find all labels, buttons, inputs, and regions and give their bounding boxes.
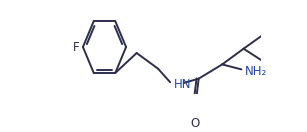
Text: NH₂: NH₂ xyxy=(245,65,267,78)
Text: F: F xyxy=(73,41,80,54)
Text: O: O xyxy=(190,117,200,130)
Text: HN: HN xyxy=(174,78,191,91)
